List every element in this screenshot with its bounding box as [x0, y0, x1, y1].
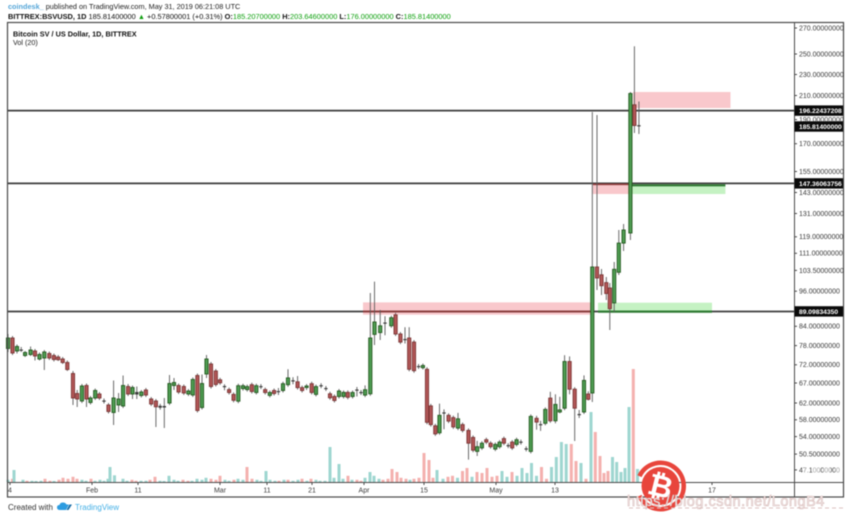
svg-text:270.00000000: 270.00000000 — [799, 25, 844, 32]
svg-text:11: 11 — [134, 488, 141, 495]
svg-text:67.00000000: 67.00000000 — [799, 380, 840, 387]
svg-text:72.00000000: 72.00000000 — [799, 362, 840, 369]
svg-text:coindesk_ published on Trading: coindesk_ published on TradingView.com, … — [8, 2, 240, 11]
svg-text:Mar: Mar — [214, 488, 227, 495]
svg-text:https://blog.csdn.net/LongB4: https://blog.csdn.net/LongB4 — [627, 494, 825, 510]
svg-text:84.00000000: 84.00000000 — [799, 324, 840, 331]
svg-text:196.22437208: 196.22437208 — [799, 108, 842, 115]
svg-text:58.00000000: 58.00000000 — [799, 417, 840, 424]
svg-text:131.00000000: 131.00000000 — [799, 211, 844, 218]
svg-text:Created with: Created with — [8, 503, 53, 512]
svg-text:103.50000000: 103.50000000 — [799, 268, 844, 275]
svg-text:54.00000000: 54.00000000 — [799, 434, 840, 441]
svg-text:TradingView: TradingView — [75, 503, 119, 512]
svg-text:230.00000000: 230.00000000 — [799, 72, 844, 79]
svg-text:190.00000000: 190.00000000 — [799, 117, 844, 124]
svg-text:15: 15 — [420, 488, 428, 495]
svg-text:50.50000000: 50.50000000 — [799, 452, 840, 459]
svg-text:11: 11 — [263, 488, 270, 495]
svg-text:210.00000000: 210.00000000 — [799, 93, 844, 100]
svg-text:BITTREX:BSVUSD, 1D 185.8140000: BITTREX:BSVUSD, 1D 185.81400000 ▲ +0.578… — [8, 12, 451, 21]
svg-text:96.00000000: 96.00000000 — [799, 289, 840, 296]
svg-text:185.81400000: 185.81400000 — [799, 124, 842, 131]
svg-text:17: 17 — [708, 488, 716, 495]
svg-text:170.00000000: 170.00000000 — [799, 141, 844, 148]
svg-text:4: 4 — [8, 488, 12, 495]
svg-text:89.09834350: 89.09834350 — [799, 309, 838, 316]
svg-text:143.00000000: 143.00000000 — [799, 190, 844, 197]
svg-text:62.00000000: 62.00000000 — [799, 400, 840, 407]
svg-text:155.00000000: 155.00000000 — [799, 169, 844, 176]
svg-text:250.00000000: 250.00000000 — [799, 51, 844, 58]
svg-text:147.36063756: 147.36063756 — [799, 181, 842, 188]
svg-text:119.00000000: 119.00000000 — [799, 234, 843, 241]
svg-text:May: May — [489, 488, 503, 495]
svg-text:13: 13 — [551, 488, 559, 495]
svg-text:Bitcoin SV / US Dollar, 1D, BI: Bitcoin SV / US Dollar, 1D, BITTREX — [13, 30, 137, 39]
svg-text:Apr: Apr — [359, 488, 371, 495]
svg-text:Feb: Feb — [86, 488, 98, 495]
svg-text:78.00000000: 78.00000000 — [799, 343, 840, 350]
svg-text:111.00000000: 111.00000000 — [799, 251, 843, 258]
svg-text:Vol (20): Vol (20) — [13, 38, 38, 47]
svg-text:21: 21 — [308, 488, 316, 495]
